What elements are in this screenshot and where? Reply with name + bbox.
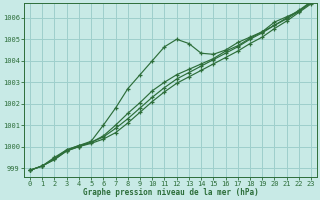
X-axis label: Graphe pression niveau de la mer (hPa): Graphe pression niveau de la mer (hPa) (83, 188, 259, 197)
